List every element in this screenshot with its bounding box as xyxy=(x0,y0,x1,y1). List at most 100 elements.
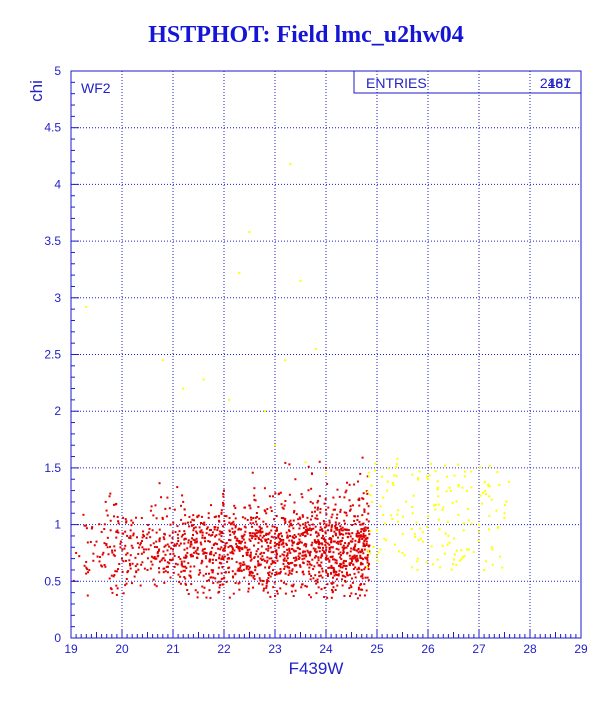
data-point xyxy=(352,555,355,558)
data-point xyxy=(348,483,351,486)
data-point xyxy=(289,523,292,526)
data-point xyxy=(155,531,158,534)
data-point xyxy=(379,505,382,508)
data-point xyxy=(335,573,338,576)
data-point xyxy=(161,517,164,520)
data-point xyxy=(350,562,353,565)
data-point xyxy=(356,568,359,571)
data-point xyxy=(457,463,460,466)
data-point xyxy=(318,542,321,545)
data-point xyxy=(134,556,137,559)
data-point xyxy=(264,540,267,543)
data-point xyxy=(116,570,119,573)
data-point xyxy=(335,523,338,526)
data-point xyxy=(301,551,304,554)
data-point xyxy=(291,585,294,588)
data-point xyxy=(457,483,460,486)
data-point xyxy=(243,576,246,579)
data-point xyxy=(335,547,338,550)
data-point xyxy=(364,566,367,569)
data-point xyxy=(240,569,243,572)
data-point xyxy=(271,525,274,528)
data-point xyxy=(290,590,293,593)
data-point xyxy=(366,526,369,529)
data-point xyxy=(116,587,119,590)
data-point xyxy=(487,485,490,488)
data-point xyxy=(357,586,360,589)
data-point xyxy=(327,529,330,532)
data-point xyxy=(177,537,180,540)
data-point xyxy=(367,550,370,553)
data-point xyxy=(304,584,307,587)
data-point xyxy=(312,568,315,571)
data-point xyxy=(139,542,142,545)
data-point xyxy=(141,561,144,564)
data-point xyxy=(232,513,235,516)
data-point xyxy=(301,554,304,557)
data-point xyxy=(254,520,257,523)
data-point xyxy=(470,522,473,525)
data-point xyxy=(129,554,132,557)
data-point xyxy=(205,532,208,535)
data-point xyxy=(363,540,366,543)
data-point xyxy=(179,582,182,585)
data-point xyxy=(366,556,369,559)
data-point xyxy=(271,561,274,564)
data-point xyxy=(411,512,414,515)
data-point xyxy=(262,558,265,561)
data-point xyxy=(330,564,333,567)
data-point xyxy=(329,550,332,553)
data-point xyxy=(253,574,256,577)
data-point xyxy=(267,577,270,580)
data-point xyxy=(119,540,122,543)
data-point xyxy=(182,522,185,525)
data-point xyxy=(241,554,244,557)
data-point xyxy=(220,530,223,533)
data-point xyxy=(223,576,226,579)
data-point xyxy=(174,530,177,533)
data-point xyxy=(187,541,190,544)
data-point xyxy=(490,498,493,501)
data-point xyxy=(98,556,101,559)
data-point xyxy=(250,518,253,521)
data-point xyxy=(417,478,420,481)
data-point xyxy=(369,494,372,497)
data-point xyxy=(299,552,302,555)
data-point xyxy=(229,551,232,554)
data-point xyxy=(288,550,291,553)
y-tick-label: 1.5 xyxy=(44,461,61,475)
data-point xyxy=(396,520,399,523)
data-point xyxy=(292,536,295,539)
data-point xyxy=(255,535,258,538)
data-point xyxy=(251,537,254,540)
data-point xyxy=(259,538,262,541)
data-point xyxy=(142,533,145,536)
data-point xyxy=(236,569,239,572)
data-point xyxy=(279,568,282,571)
data-point xyxy=(215,515,218,518)
data-point xyxy=(303,544,306,547)
data-point xyxy=(210,528,213,531)
data-point xyxy=(362,536,365,539)
data-point xyxy=(238,541,241,544)
data-point xyxy=(270,535,273,538)
data-point xyxy=(349,550,352,553)
data-point xyxy=(275,571,278,574)
data-point xyxy=(295,513,298,516)
data-point xyxy=(158,540,161,543)
data-point xyxy=(172,552,175,555)
data-point xyxy=(113,515,116,518)
data-point xyxy=(314,525,317,528)
data-point xyxy=(342,547,345,550)
data-point xyxy=(359,472,362,475)
data-point xyxy=(452,558,455,561)
data-point xyxy=(362,497,365,500)
data-point xyxy=(228,398,231,401)
data-point xyxy=(208,560,211,563)
data-point xyxy=(173,543,176,546)
data-point xyxy=(438,528,441,531)
data-point xyxy=(304,550,307,553)
data-point xyxy=(301,583,304,586)
data-point xyxy=(219,584,222,587)
data-point xyxy=(488,515,491,518)
